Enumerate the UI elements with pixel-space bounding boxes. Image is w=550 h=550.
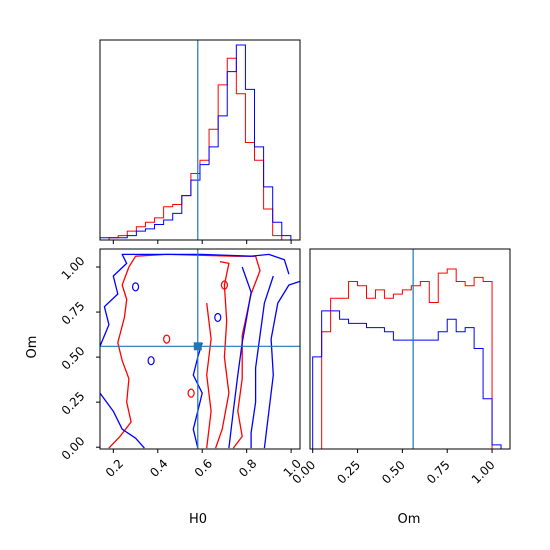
contour-red-3 — [206, 303, 212, 449]
contour-blue-2 — [250, 275, 274, 449]
om-hist-tick-label: 0.50 — [379, 458, 408, 487]
h0-tick-label: 0.8 — [236, 456, 259, 479]
h0-tick-label: 0.4 — [147, 456, 170, 479]
h0-hist-frame — [99, 39, 301, 241]
h0-hist-red-series — [100, 57, 300, 241]
om-hist-tick-label: 0.75 — [424, 458, 453, 487]
h0-om-contour-panel: 0.2 0.4 0.6 0.8 1.00.000.250.500.751.00 — [59, 248, 304, 480]
h0-tick-label: 0.6 — [192, 456, 215, 479]
h0-tick-label: 0.2 — [103, 456, 126, 479]
h0-om-frame — [99, 248, 301, 450]
om-tick-label: 0.25 — [59, 389, 88, 418]
om-tick-label: 0.00 — [59, 434, 88, 463]
contour-blue-3 — [263, 280, 301, 449]
om-hist-red-series — [312, 268, 510, 450]
om-histogram-panel: 0.00 0.25 0.50 0.75 1.00 — [289, 248, 511, 487]
om-hist-frame — [309, 248, 511, 450]
om-hist-blue-series — [312, 310, 510, 450]
om-tick-label: 0.75 — [59, 299, 88, 328]
om-hist-tick-label: 1.00 — [469, 458, 498, 487]
h0-histogram-panel — [99, 39, 301, 244]
y-axis-label-om: Om — [25, 336, 40, 359]
contour-blob — [214, 312, 222, 323]
contour-red-1 — [108, 266, 132, 449]
contour-blue-1 — [99, 392, 145, 449]
contour-blob — [131, 282, 140, 292]
contour-red-0 — [128, 253, 261, 449]
truth-marker — [193, 342, 202, 351]
contour-blue-0 — [99, 253, 290, 347]
h0-hist-blue-series — [99, 44, 300, 241]
om-hist-tick-label: 0.25 — [334, 458, 363, 487]
contour-blob — [147, 356, 155, 366]
om-tick-label: 1.00 — [59, 254, 88, 283]
contour-blob — [187, 388, 195, 398]
contour-blob — [220, 280, 229, 290]
x-axis-label-h0: H0 — [189, 512, 207, 527]
x-axis-label-om: Om — [398, 512, 421, 527]
contour-blue-4 — [228, 266, 252, 449]
contour-blob — [163, 334, 171, 344]
om-tick-label: 0.50 — [59, 344, 88, 373]
contour-red-2 — [214, 260, 230, 449]
